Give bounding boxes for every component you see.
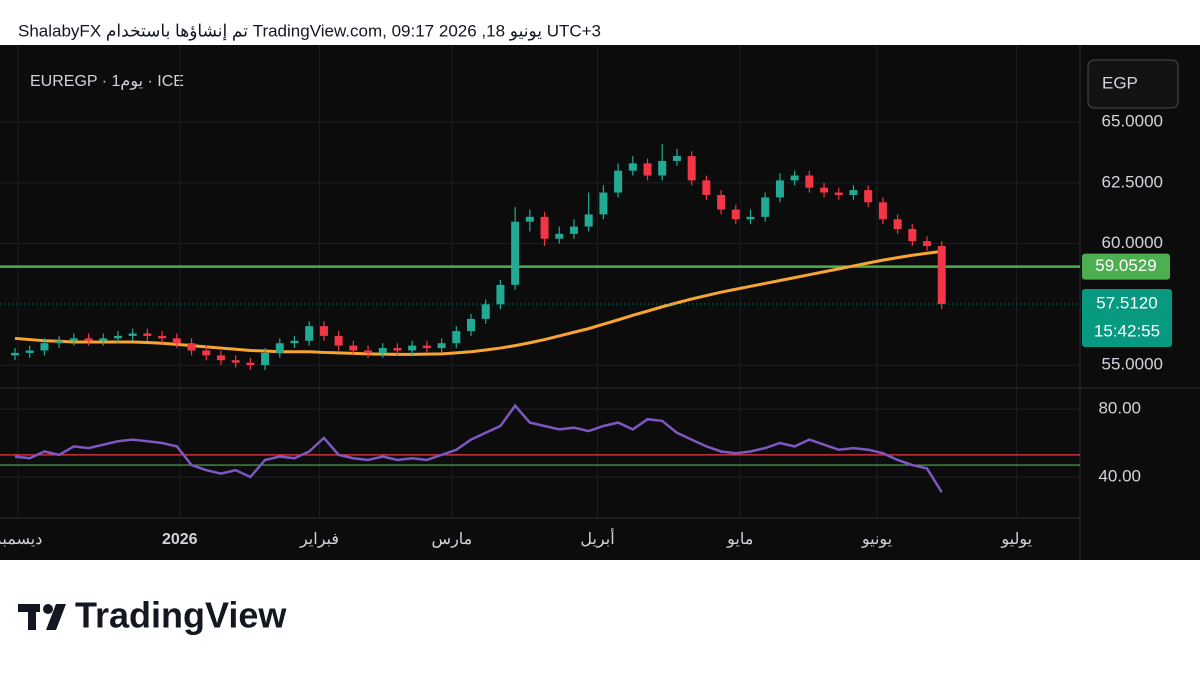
x-tick-label: يوليو [1000, 531, 1032, 548]
candle-body [540, 216, 549, 239]
footer-brand: TradingView [75, 595, 287, 636]
chart-area [0, 45, 1200, 560]
x-tick-label: ديسمبر [0, 531, 42, 548]
candle-body [864, 190, 873, 203]
candle-body [511, 221, 520, 285]
y-tick-label: 60.0000 [1102, 233, 1163, 252]
footer-logo [18, 604, 66, 630]
candle-body [349, 345, 358, 351]
rsi-tick-label: 80.00 [1098, 399, 1141, 418]
candle-body [40, 343, 49, 351]
candle-body [305, 326, 314, 341]
candle-body [923, 241, 932, 247]
currency-label: EGP [1102, 73, 1138, 92]
candle-body [849, 190, 858, 195]
candle-body [275, 343, 284, 353]
candle-body [25, 350, 34, 353]
y-tick-label: 65.0000 [1102, 112, 1163, 131]
moving-average [14, 249, 942, 356]
rsi-line [14, 403, 943, 493]
candle-body [202, 350, 211, 356]
last-price-label: 57.5120 [1096, 294, 1157, 313]
candle-body [113, 335, 122, 339]
candle-body [261, 352, 270, 366]
candle-body [393, 348, 402, 351]
x-tick-label: مارس [432, 531, 473, 548]
candle-body [290, 340, 299, 344]
x-tick-label: 2026 [162, 531, 198, 548]
candle-body [364, 350, 373, 353]
candle-body [408, 345, 417, 351]
candle-body [878, 202, 887, 220]
candle-body [908, 228, 917, 242]
candle-body [378, 348, 387, 353]
candle-body [775, 180, 784, 198]
y-tick-label: 55.0000 [1102, 355, 1163, 374]
candle-body [172, 338, 181, 344]
candle-body [614, 170, 623, 193]
currency-button[interactable] [1087, 59, 1179, 109]
candle-body [805, 175, 814, 188]
header-text: ShalabyFX تم إنشاؤها باستخدام TradingVie… [18, 21, 601, 41]
candle-body [437, 343, 446, 349]
candle-body [584, 214, 593, 227]
candle-body [672, 156, 681, 161]
candle-body [569, 226, 578, 234]
candle-body [319, 326, 328, 336]
candle-body [334, 335, 343, 346]
candle-body [422, 345, 431, 349]
x-tick-label: مايو [726, 531, 753, 548]
candle-body [143, 333, 152, 336]
candle-body [790, 175, 799, 181]
candle-body [99, 338, 108, 341]
candle-body [452, 331, 461, 344]
x-tick-label: فبراير [299, 531, 339, 548]
candle-body [11, 352, 19, 356]
candle-body [246, 362, 255, 366]
candle-body [69, 338, 78, 341]
candle-body [187, 343, 196, 351]
candle-body [158, 335, 167, 339]
candle-body [820, 187, 829, 193]
candle-body [643, 163, 652, 176]
horizontal-line-tag [1082, 253, 1170, 280]
candle-body [717, 194, 726, 210]
candle-body [937, 246, 946, 305]
candle-body [231, 360, 240, 363]
candle-body [893, 219, 902, 229]
y-tick-label: 62.5000 [1102, 172, 1163, 191]
candle-body [496, 284, 505, 305]
candle-body [599, 192, 608, 215]
candle-body [628, 163, 637, 171]
candle-body [216, 355, 225, 361]
rsi-tick-label: 40.00 [1098, 466, 1141, 485]
x-tick-label: أبريل [580, 528, 614, 548]
candle-body [55, 340, 64, 344]
candle-body [481, 304, 490, 319]
candle-body [834, 192, 843, 195]
x-tick-label: يونيو [861, 531, 892, 548]
last-price-tag [1082, 289, 1172, 348]
candle-body [467, 318, 476, 332]
candle-body [702, 180, 711, 195]
candle-body [525, 216, 534, 222]
horizontal-line-label: 59.0529 [1095, 256, 1156, 275]
candle-body [687, 156, 696, 181]
plot [0, 45, 1080, 518]
countdown-label: 15:42:55 [1094, 322, 1160, 341]
candle-body [555, 233, 564, 239]
candle-body [84, 338, 93, 341]
candle-body [128, 333, 137, 336]
candle-body [761, 197, 770, 217]
symbol-label: EUREGP · 1يوم · ICE [30, 73, 184, 90]
candle-body [731, 209, 740, 220]
candle-body [746, 216, 755, 220]
candle-body [658, 160, 667, 176]
